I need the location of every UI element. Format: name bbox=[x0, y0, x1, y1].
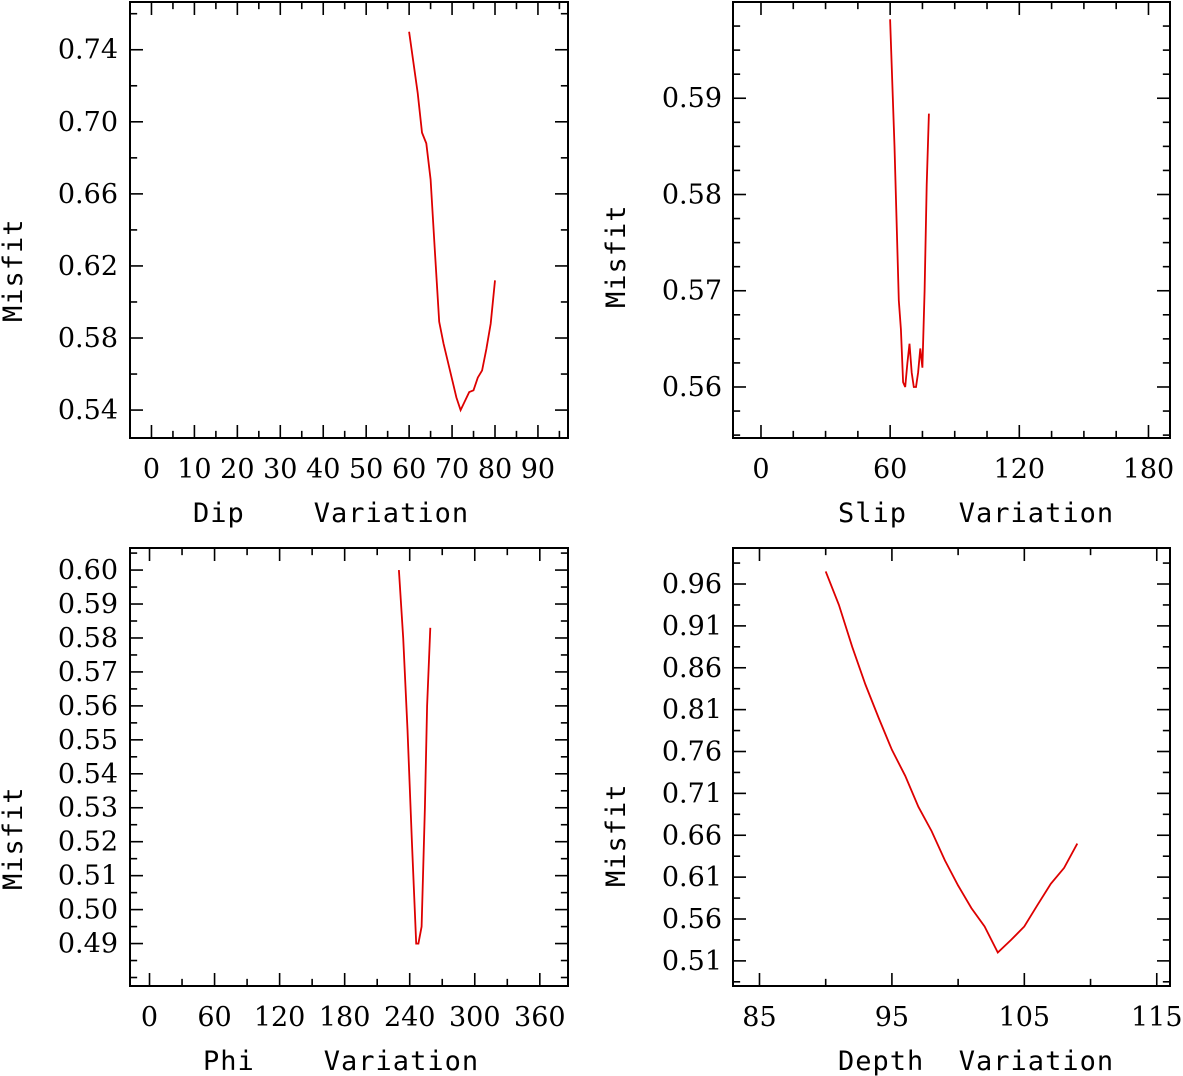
x-tick-label: 0 bbox=[143, 454, 160, 485]
slip-variation-chart: 0 60 120 180 0.56 0.57 0.58 0.59 Slip Variation M… bbox=[601, 1, 1175, 529]
y-tick-label: 0.52 bbox=[58, 827, 118, 858]
x-tick-label: 10 bbox=[177, 454, 211, 485]
y-tick-label: 0.96 bbox=[662, 569, 722, 600]
y-tick-label: 0.54 bbox=[58, 395, 118, 426]
x-axis-title: Phi Variation bbox=[203, 1046, 479, 1076]
x-axis-title: Dip Variation bbox=[193, 498, 469, 529]
x-tick-label: 40 bbox=[306, 454, 340, 485]
x-tick-label: 360 bbox=[514, 1002, 566, 1033]
x-tick-label: 80 bbox=[478, 454, 512, 485]
depth-variation-chart: 85 95 105 115 0.51 0.56 0.61 0.66 0.71 0.76 0.81 0.… bbox=[601, 547, 1183, 1076]
plot-frame bbox=[732, 547, 1171, 987]
y-tick-label: 0.56 bbox=[662, 372, 722, 403]
y-tick-label: 0.70 bbox=[58, 107, 118, 138]
y-axis-title: Misfit bbox=[0, 786, 29, 890]
y-tick-label: 0.58 bbox=[58, 623, 118, 654]
x-tick-label: 20 bbox=[220, 454, 254, 485]
x-tick-label: 180 bbox=[1123, 454, 1175, 485]
y-tick-label: 0.59 bbox=[662, 83, 722, 114]
y-tick-label: 0.50 bbox=[58, 895, 118, 926]
y-tick-label: 0.57 bbox=[662, 276, 722, 307]
x-tick-label: 120 bbox=[254, 1002, 306, 1033]
x-tick-label: 90 bbox=[521, 454, 555, 485]
phi-variation-chart: 0 60 120 180 240 300 3600.490.500.510.520.530.… bbox=[0, 547, 569, 1076]
x-tick-label: 300 bbox=[449, 1002, 501, 1033]
y-tick-label: 0.86 bbox=[662, 653, 722, 684]
y-tick-label: 0.81 bbox=[662, 695, 722, 726]
y-tick-label: 0.49 bbox=[58, 929, 118, 960]
x-axis-title: Depth Variation bbox=[838, 1046, 1114, 1076]
y-tick-label: 0.56 bbox=[58, 691, 118, 722]
x-tick-label: 120 bbox=[994, 454, 1046, 485]
x-tick-label: 30 bbox=[263, 454, 297, 485]
x-tick-label: 50 bbox=[349, 454, 383, 485]
y-tick-label: 0.51 bbox=[58, 861, 118, 892]
plot-frame bbox=[129, 547, 569, 987]
y-tick-label: 0.74 bbox=[58, 35, 118, 66]
misfit-line bbox=[889, 19, 930, 388]
plot-frame bbox=[129, 1, 569, 439]
y-tick-label: 0.58 bbox=[662, 179, 722, 210]
y-tick-label: 0.62 bbox=[58, 251, 118, 282]
misfit-line bbox=[824, 571, 1079, 954]
x-tick-label: 95 bbox=[875, 1002, 909, 1033]
y-tick-label: 0.55 bbox=[58, 725, 118, 756]
y-tick-label: 0.57 bbox=[58, 657, 118, 688]
x-tick-label: 60 bbox=[873, 454, 907, 485]
y-axis-title: Misfit bbox=[601, 204, 632, 308]
x-tick-label: 240 bbox=[384, 1002, 436, 1033]
y-tick-label: 0.76 bbox=[662, 737, 722, 768]
x-axis-title: Slip Variation bbox=[838, 498, 1114, 529]
x-tick-label: 0 bbox=[141, 1002, 158, 1033]
y-tick-label: 0.60 bbox=[58, 555, 118, 586]
y-tick-label: 0.61 bbox=[662, 862, 722, 893]
misfit-line bbox=[398, 570, 432, 945]
y-tick-label: 0.66 bbox=[662, 820, 722, 851]
x-tick-label: 60 bbox=[392, 454, 426, 485]
y-tick-label: 0.58 bbox=[58, 323, 118, 354]
x-tick-label: 105 bbox=[999, 1002, 1051, 1033]
x-tick-label: 115 bbox=[1131, 1002, 1183, 1033]
y-tick-label: 0.51 bbox=[662, 946, 722, 977]
y-tick-label: 0.91 bbox=[662, 611, 722, 642]
x-tick-label: 180 bbox=[319, 1002, 371, 1033]
y-tick-label: 0.71 bbox=[662, 778, 722, 809]
x-tick-label: 70 bbox=[435, 454, 469, 485]
x-tick-label: 85 bbox=[742, 1002, 776, 1033]
x-tick-label: 60 bbox=[197, 1002, 231, 1033]
dip-variation-chart: 0 10 20 30 40 50 60 70 80 90 0.54 0.58 0.62 0.66 0.70 0… bbox=[0, 1, 569, 529]
y-axis-title: Misfit bbox=[601, 783, 632, 887]
x-tick-label: 0 bbox=[752, 454, 769, 485]
y-tick-label: 0.59 bbox=[58, 589, 118, 620]
y-tick-label: 0.56 bbox=[662, 904, 722, 935]
y-tick-label: 0.53 bbox=[58, 793, 118, 824]
y-axis-title: Misfit bbox=[0, 218, 29, 322]
plot-frame bbox=[732, 1, 1171, 439]
y-tick-label: 0.54 bbox=[58, 759, 118, 790]
misfit-line bbox=[408, 31, 496, 413]
y-tick-label: 0.66 bbox=[58, 179, 118, 210]
